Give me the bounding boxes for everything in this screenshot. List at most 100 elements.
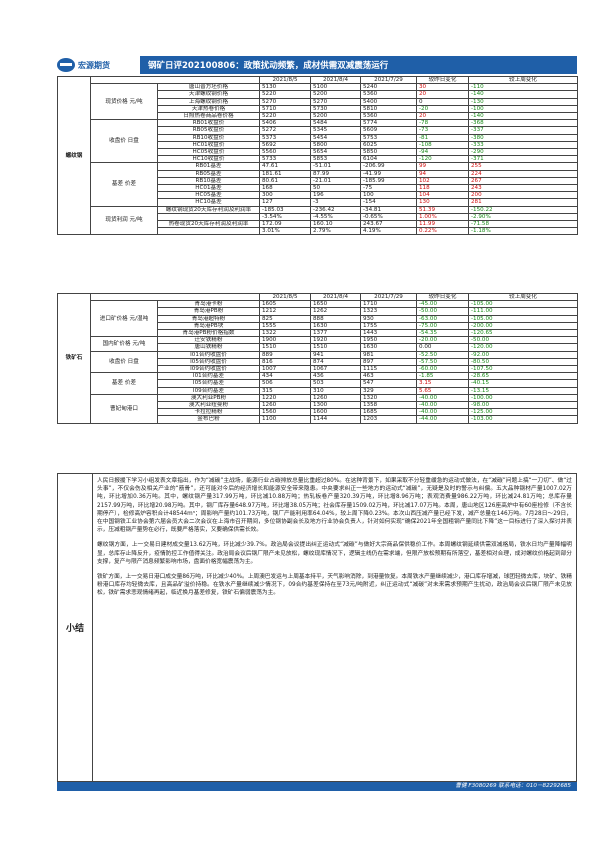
change-cell: 130 [416,198,469,207]
value-cell: 503 [310,379,361,388]
row-name [157,227,260,236]
change-cell: -107.50 [468,365,578,374]
change-cell: 1.00% [416,212,469,222]
row-name: HC10基差 [157,198,260,207]
table-row: 进口矿价格 元/湿吨 青岛港卡粉 1605 1650 1710 -45.00 -105.00 [58,300,578,338]
change-cell: -78 [416,119,469,128]
value-cell: 5753 [360,133,417,142]
value-cell: 897 [360,357,417,367]
value-cell: -154 [360,198,417,207]
value-cell: 87.99 [310,169,361,178]
change-cell: -130 [468,97,578,106]
change-cell: -60.00 [416,365,469,374]
row-name: RB05基差 [157,169,260,178]
change-cell: -368 [468,119,578,128]
row-name: 青岛港超特粉 [157,314,260,323]
change-cell: -120 [416,155,469,164]
change-cell: -103.00 [468,415,578,424]
table-row: 基差 价差 RB01基差 47.61 -51.01 -206.99 99 255 [58,162,578,207]
value-cell: 1260 [310,393,361,403]
change-cell: -50.00 [416,307,469,316]
value-cell: 5710 [259,104,311,114]
footer-contact: 曹健 F3080269 联系电话：010－82292685 [57,782,577,791]
change-cell: -108 [416,140,469,150]
value-cell: 80.61 [259,176,311,186]
value-cell: 5454 [310,133,361,142]
change-cell: -380 [468,133,578,142]
change-cell: 51.39 [416,205,469,214]
value-cell: 160.10 [310,220,361,229]
table-row: 3.01% 2.79% 4.19% 0.22% -1.18% [58,227,578,236]
row-name: HC05基差 [157,191,260,200]
value-cell: 1100 [259,415,311,424]
group-label: 收盘价 日盘 [90,350,158,374]
value-cell: 1710 [360,300,417,309]
value-cell: 5609 [360,126,417,135]
value-cell: 5345 [310,126,361,135]
value-cell: 5800 [310,140,361,150]
value-cell: 1007 [259,365,311,374]
value-cell: 1358 [360,401,417,410]
table-row: 国内矿价格 元/吨 迁安铁精粉 1900 1920 1950 -20.00 -50.00 [58,336,578,352]
value-cell: 1555 [259,321,311,331]
row-name: I05合约基差 [157,379,260,388]
value-cell: 5692 [259,140,311,150]
value-cell: 547 [360,379,417,388]
value-cell: 243.67 [360,220,417,229]
table-row: 现货价格 元/吨 唐山普方坯价格 5130 5100 5240 30 -110 [58,83,578,121]
change-cell: 11.99 [416,220,469,229]
table-row: HC10收盘价 5733 5853 6104 -120 -371 [58,155,578,164]
ore-table: 铁矿石 2021/8/5 2021/8/4 2021/7/29 较昨日变化 较上周变化 进口… [57,292,578,424]
row-name: RB05收盘价 [157,126,260,135]
table-row: RB05收盘价 5272 5345 5609 -73 -337 [58,126,578,135]
value-cell: 5220 [259,90,311,99]
value-cell: 889 [259,350,311,359]
change-cell: 20 [416,90,469,99]
change-cell: -337 [468,126,578,135]
value-cell: 5406 [259,119,311,128]
value-cell: 874 [310,357,361,367]
row-name: 澳大利亚PB粉 [157,393,260,403]
change-cell: -50.00 [468,336,578,345]
value-cell: -34.81 [360,205,417,214]
change-cell: -100.00 [468,393,578,403]
row-name: 天津热卷价格 [157,104,260,114]
table-row: 青岛港超特粉 825 888 930 -63.00 -105.00 [58,314,578,323]
change-cell: -1.85 [416,372,469,381]
value-cell: -185.99 [360,176,417,186]
logo-icon [57,58,75,72]
value-cell: 5270 [259,97,311,106]
table-row: I09合约收盘价 1007 1067 1115 -60.00 -107.50 [58,365,578,374]
table-row: 金布巴粉 1100 1144 1203 -44.00 -103.00 [58,415,578,424]
value-cell: 6104 [360,155,417,164]
value-cell: 1443 [360,329,417,338]
value-cell: 1600 [310,408,361,417]
value-cell: -3 [310,198,361,207]
column-header: 较昨日变化 [416,292,469,302]
value-cell: 463 [360,372,417,381]
change-cell: -28.65 [468,372,578,381]
value-cell: -185.03 [259,205,311,214]
row-name: 青岛港PB粉 [157,307,260,316]
table-header-row: 铁矿石 2021/8/5 2021/8/4 2021/7/29 较昨日变化 较上周变化 [57,292,578,424]
table-header-row: 螺纹钢 2021/8/5 2021/8/4 2021/7/29 较昨日变化 较上周变化 [57,75,578,236]
value-cell: 1320 [360,393,417,403]
change-cell: -40.15 [468,379,578,388]
change-cell: 30 [416,83,469,92]
change-cell: -1.18% [468,227,578,236]
table-row: HC01收盘价 5692 5800 6025 -108 -333 [58,140,578,150]
change-cell: -80.50 [468,357,578,367]
section-label: 螺纹钢 [57,75,91,236]
change-cell: -150.22 [468,205,578,214]
header-blank-cell [90,292,260,302]
value-cell: 506 [259,379,311,388]
value-cell: 1203 [360,415,417,424]
table-row: I09合约基差 315 310 329 5.65 -13.15 [58,386,578,395]
change-cell: 200 [468,191,578,200]
value-cell: 5373 [259,133,311,142]
column-header: 2021/7/29 [360,292,417,302]
table-row: 基差 价差 I01合约基差 434 436 463 -1.85 -28.65 [58,372,578,395]
row-name: HC01基差 [157,184,260,193]
row-name: HC01收盘价 [157,140,260,150]
value-cell: -21.01 [310,176,361,186]
